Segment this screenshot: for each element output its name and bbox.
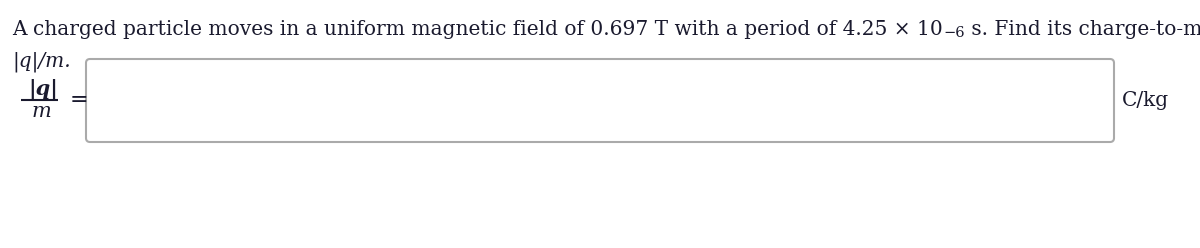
Text: A charged particle moves in a uniform magnetic field of 0.697 T with a period of: A charged particle moves in a uniform ma…: [12, 20, 943, 39]
Text: m: m: [32, 102, 52, 121]
Text: −6: −6: [943, 26, 965, 40]
Text: |q|/m.: |q|/m.: [12, 52, 71, 72]
FancyBboxPatch shape: [86, 59, 1114, 142]
Text: |q|: |q|: [28, 79, 58, 99]
Text: =: =: [70, 89, 89, 111]
Text: s. Find its charge-to-mass ratio: s. Find its charge-to-mass ratio: [965, 20, 1200, 39]
Text: C/kg: C/kg: [1122, 91, 1169, 110]
